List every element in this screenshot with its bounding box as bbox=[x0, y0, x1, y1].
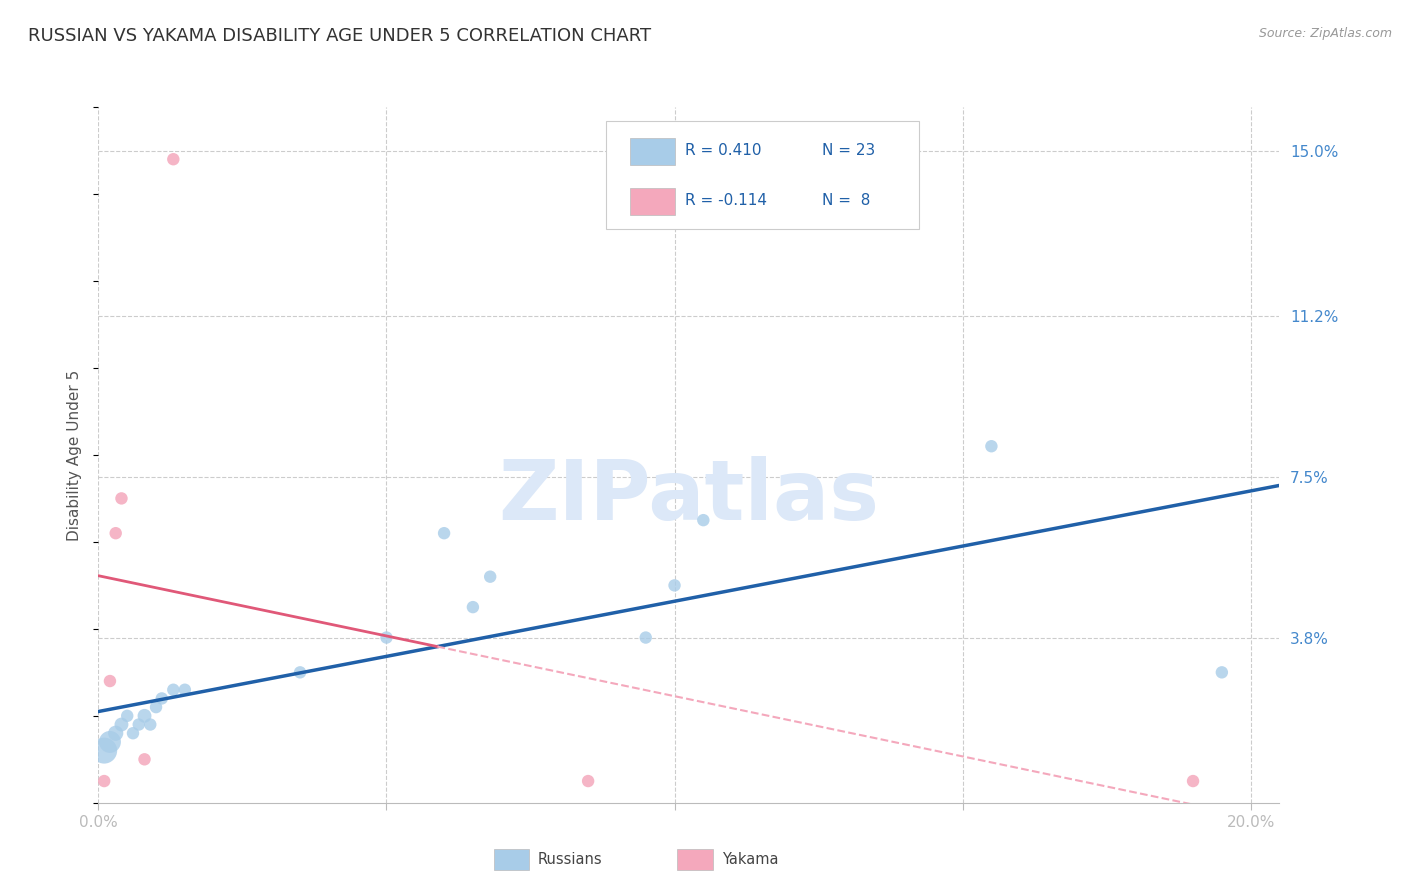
Text: R = 0.410: R = 0.410 bbox=[685, 144, 762, 159]
Point bbox=[634, 631, 657, 645]
Point bbox=[98, 735, 121, 749]
Bar bbox=[630, 138, 675, 165]
Point bbox=[104, 526, 127, 541]
Text: R = -0.114: R = -0.114 bbox=[685, 194, 768, 209]
Point bbox=[461, 600, 484, 615]
Point bbox=[93, 744, 115, 758]
Text: Russians: Russians bbox=[537, 853, 602, 867]
Text: N = 23: N = 23 bbox=[823, 144, 876, 159]
Y-axis label: Disability Age Under 5: Disability Age Under 5 bbox=[67, 369, 83, 541]
Point bbox=[139, 717, 162, 731]
Point bbox=[122, 726, 145, 740]
Point bbox=[110, 491, 132, 506]
Point bbox=[145, 700, 167, 714]
FancyBboxPatch shape bbox=[606, 121, 920, 229]
Point bbox=[1211, 665, 1233, 680]
Bar bbox=[678, 849, 713, 871]
Point bbox=[1182, 774, 1205, 789]
Point bbox=[110, 717, 132, 731]
Point bbox=[150, 691, 173, 706]
Point bbox=[664, 578, 686, 592]
Bar bbox=[494, 849, 530, 871]
Point bbox=[93, 774, 115, 789]
Bar bbox=[630, 188, 675, 215]
Point bbox=[375, 631, 398, 645]
Point bbox=[433, 526, 456, 541]
Point bbox=[162, 152, 184, 166]
Point bbox=[288, 665, 311, 680]
Point bbox=[576, 774, 599, 789]
Point bbox=[104, 726, 127, 740]
Point bbox=[692, 513, 714, 527]
Point bbox=[479, 570, 502, 584]
Point bbox=[162, 682, 184, 697]
Text: RUSSIAN VS YAKAMA DISABILITY AGE UNDER 5 CORRELATION CHART: RUSSIAN VS YAKAMA DISABILITY AGE UNDER 5… bbox=[28, 27, 651, 45]
Point bbox=[173, 682, 195, 697]
Text: Source: ZipAtlas.com: Source: ZipAtlas.com bbox=[1258, 27, 1392, 40]
Text: N =  8: N = 8 bbox=[823, 194, 870, 209]
Point bbox=[115, 708, 138, 723]
Text: Yakama: Yakama bbox=[723, 853, 779, 867]
Text: ZIPatlas: ZIPatlas bbox=[499, 456, 879, 537]
Point bbox=[128, 717, 150, 731]
Point bbox=[134, 752, 156, 766]
Point bbox=[98, 674, 121, 689]
Point bbox=[134, 708, 156, 723]
Point bbox=[980, 439, 1002, 453]
